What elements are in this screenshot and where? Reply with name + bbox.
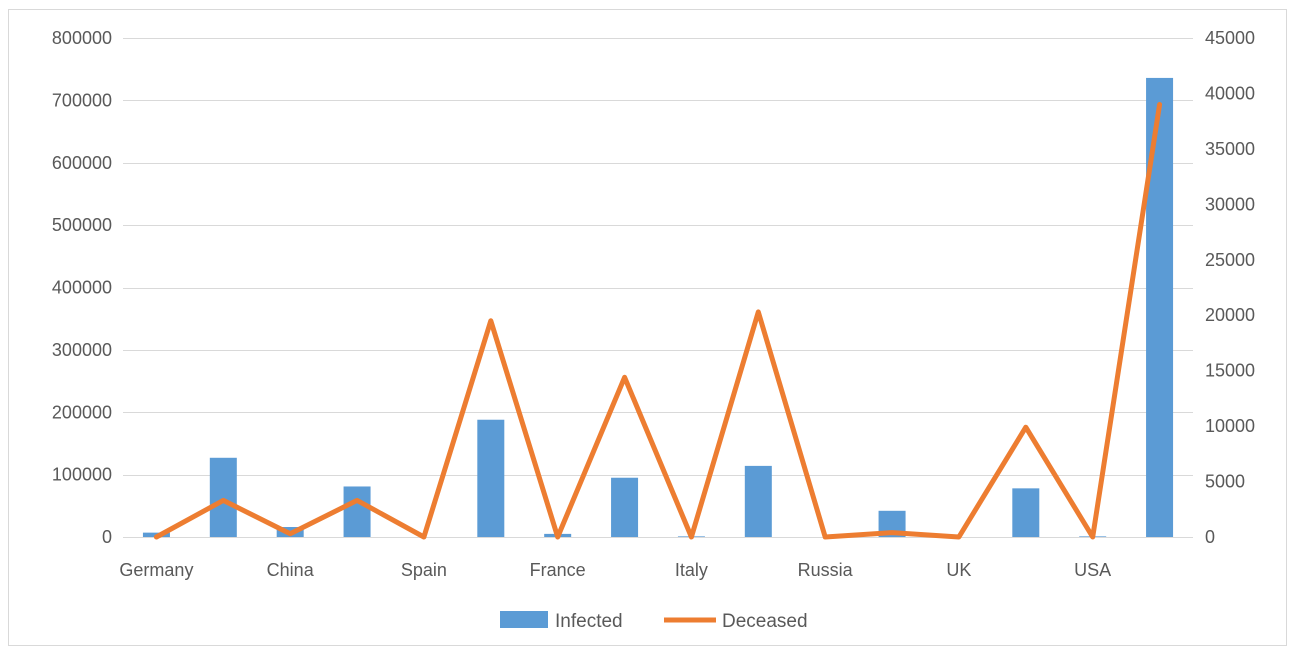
- left-axis-tick-label: 300000: [52, 340, 112, 360]
- x-axis-tick-label: USA: [1074, 560, 1111, 580]
- left-axis-tick-label: 800000: [52, 28, 112, 48]
- legend-swatch-infected: [500, 611, 548, 628]
- bar-infected: [343, 486, 371, 537]
- right-axis-ticks: 0 5000 10000 15000 20000 25000 30000 35000 40000…: [1205, 28, 1255, 547]
- right-axis-tick-label: 35000: [1205, 139, 1255, 159]
- x-axis-labels: Germany China Spain France Italy Russia UK USA: [119, 560, 1111, 580]
- deceased-line: [153, 102, 1163, 540]
- x-axis-tick-label: Spain: [401, 560, 447, 580]
- legend: Infected Deceased: [500, 611, 808, 632]
- infected-bars: [142, 77, 1174, 538]
- right-axis-tick-label: 30000: [1205, 194, 1255, 214]
- chart-frame: [8, 9, 1287, 646]
- left-axis-tick-label: 600000: [52, 153, 112, 173]
- x-axis-tick-label: China: [267, 560, 315, 580]
- right-axis-tick-label: 40000: [1205, 83, 1255, 103]
- x-axis-tick-label: Russia: [798, 560, 854, 580]
- x-axis-tick-label: UK: [946, 560, 971, 580]
- left-axis-tick-label: 200000: [52, 402, 112, 422]
- left-axis-tick-label: 100000: [52, 465, 112, 485]
- right-axis-tick-label: 0: [1205, 527, 1215, 547]
- left-axis-tick-label: 500000: [52, 215, 112, 235]
- line-deceased: [153, 102, 1163, 540]
- left-axis-tick-label: 0: [102, 527, 112, 547]
- x-axis-tick-label: Germany: [119, 560, 193, 580]
- bar-infected: [611, 477, 639, 537]
- x-axis-tick-label: Italy: [675, 560, 708, 580]
- left-axis-ticks: 0 100000 200000 300000 400000 500000 600000 700…: [52, 28, 112, 547]
- right-axis-tick-label: 10000: [1205, 416, 1255, 436]
- right-axis-tick-label: 45000: [1205, 28, 1255, 48]
- left-axis-tick-label: 400000: [52, 278, 112, 298]
- right-axis-tick-label: 5000: [1205, 472, 1245, 492]
- bar-infected: [209, 457, 237, 537]
- gridlines: [123, 38, 1193, 538]
- legend-label-deceased: Deceased: [722, 611, 808, 632]
- x-axis-tick-label: France: [530, 560, 586, 580]
- bar-infected: [1012, 488, 1040, 537]
- right-axis-tick-label: 20000: [1205, 305, 1255, 325]
- bar-infected: [744, 465, 772, 537]
- legend-label-infected: Infected: [555, 611, 623, 632]
- left-axis-tick-label: 700000: [52, 90, 112, 110]
- right-axis-tick-label: 15000: [1205, 361, 1255, 381]
- bar-infected: [477, 419, 505, 537]
- bar-infected: [1146, 77, 1174, 538]
- right-axis-tick-label: 25000: [1205, 250, 1255, 270]
